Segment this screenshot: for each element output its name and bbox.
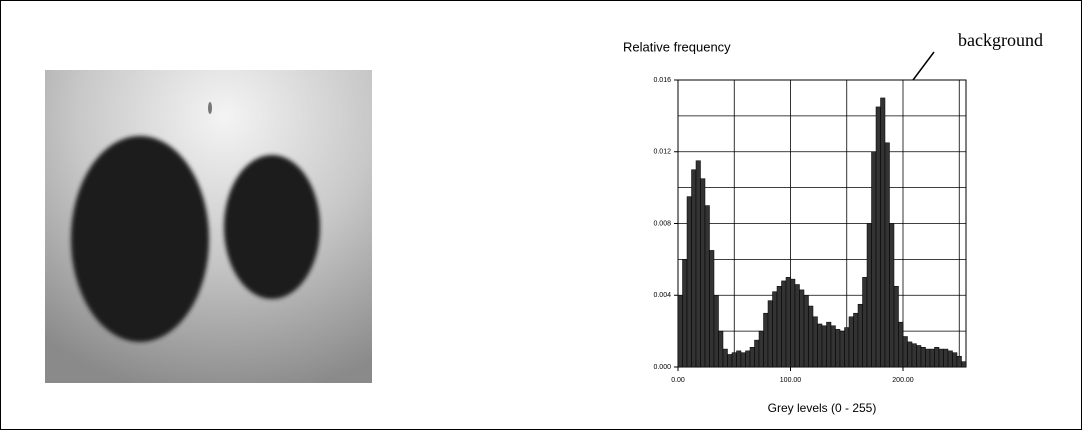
- bar: [695, 160, 701, 368]
- bar: [767, 300, 773, 368]
- bar: [781, 280, 787, 368]
- bar: [740, 352, 746, 368]
- bar: [911, 343, 917, 368]
- speck: [208, 102, 212, 114]
- bar: [817, 323, 823, 368]
- bar: [772, 291, 778, 368]
- y-tick-label: 0.004: [653, 292, 671, 299]
- bar: [934, 347, 940, 368]
- plot: 0.000 0.004 0.008 0.012 0.016 0.00 100.00 200.0…: [653, 77, 967, 384]
- bar: [794, 284, 800, 368]
- bar: [736, 350, 742, 368]
- bar: [875, 106, 881, 368]
- bar: [920, 347, 926, 368]
- bar: [961, 361, 967, 368]
- bar: [907, 341, 913, 368]
- bar: [862, 277, 868, 368]
- bar: [704, 205, 710, 368]
- bar: [808, 305, 814, 368]
- bar: [889, 223, 895, 368]
- bar: [916, 345, 922, 368]
- bar: [947, 350, 953, 368]
- y-tick-label: 0.012: [653, 149, 671, 156]
- bar: [893, 286, 899, 368]
- bar: [857, 303, 863, 368]
- small-drop: [224, 155, 320, 299]
- bar: [709, 250, 715, 368]
- bar: [943, 348, 949, 368]
- bar: [803, 295, 809, 368]
- bar: [745, 350, 751, 368]
- bar: [700, 178, 706, 368]
- bar: [826, 321, 832, 368]
- bar: [682, 259, 688, 368]
- bar: [925, 348, 931, 368]
- large-drop: [71, 136, 209, 342]
- bar: [812, 316, 818, 368]
- bar: [731, 352, 737, 368]
- bar: [718, 330, 724, 368]
- bar: [956, 355, 962, 368]
- bar: [844, 327, 850, 368]
- bar: [880, 97, 886, 368]
- y-tick-label: 0.008: [653, 220, 671, 227]
- bar: [952, 352, 958, 368]
- bar: [686, 196, 692, 368]
- bar: [691, 169, 697, 368]
- annotation: background: [958, 30, 1043, 50]
- bar: [713, 295, 719, 368]
- bar: [884, 142, 890, 368]
- bar: [758, 330, 764, 368]
- y-tick-label: 0.000: [653, 364, 671, 371]
- bar: [749, 347, 755, 368]
- bar: [898, 321, 904, 368]
- bar: [677, 295, 683, 368]
- photo: [45, 70, 372, 383]
- bar: [776, 286, 782, 368]
- bar: [763, 312, 769, 368]
- bar: [785, 277, 791, 368]
- bar: [722, 348, 728, 368]
- bar: [754, 339, 760, 368]
- bar: [902, 336, 908, 368]
- bar: [853, 312, 859, 368]
- bar: [871, 151, 877, 368]
- x-tick-label: 0.00: [671, 377, 685, 384]
- y-tick-label: 0.016: [653, 77, 671, 84]
- bar: [929, 348, 935, 368]
- x-tick-label: 200.00: [892, 377, 914, 384]
- bar: [790, 278, 796, 368]
- x-tick-label: 100.00: [780, 377, 802, 384]
- x-axis-label: Grey levels (0 - 255): [768, 401, 877, 415]
- bar: [821, 325, 827, 368]
- y-axis-label: Relative frequency: [623, 39, 731, 54]
- bar: [866, 223, 872, 368]
- bar: [799, 289, 805, 368]
- bar: [830, 325, 836, 368]
- bar: [938, 348, 944, 368]
- bar: [727, 354, 733, 368]
- bar: [835, 329, 841, 368]
- bar: [839, 330, 845, 368]
- bar: [848, 316, 854, 368]
